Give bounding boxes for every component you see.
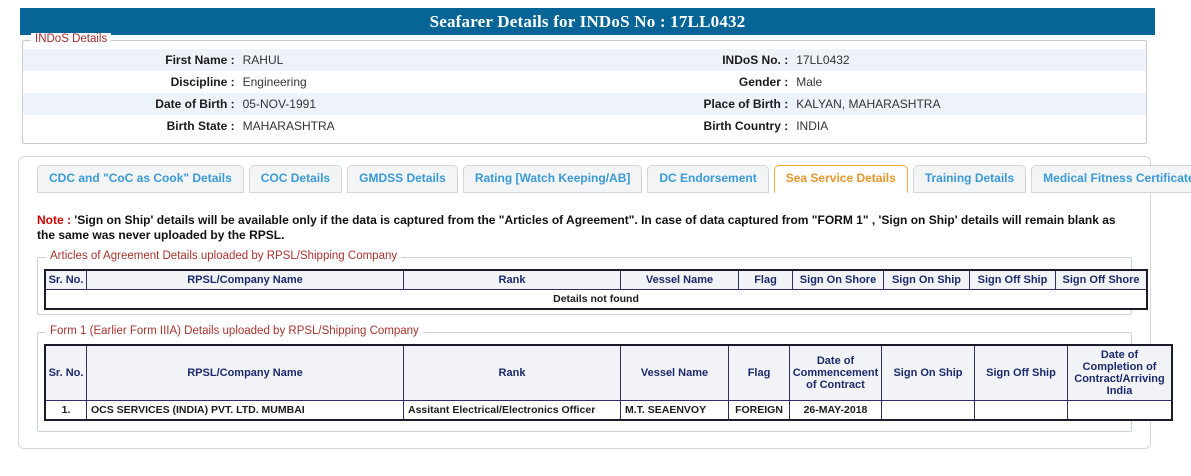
note-text: Note : 'Sign on Ship' details will be av… — [37, 213, 1132, 243]
table-row: Birth State : MAHARASHTRA Birth Country … — [23, 115, 1146, 137]
note-label: Note : — [37, 213, 71, 227]
tab-gmdss-details[interactable]: GMDSS Details — [347, 165, 458, 193]
page-title: Seafarer Details for INDoS No : 17LL0432 — [20, 8, 1155, 35]
cell-date-commencement: 26-MAY-2018 — [789, 400, 882, 421]
cell-sr-no: 1. — [44, 400, 87, 421]
place-of-birth-value: KALYAN, MAHARASHTRA — [792, 93, 1146, 115]
tab-coc-details[interactable]: COC Details — [248, 165, 343, 193]
col-vessel-name: Vessel Name — [620, 344, 729, 401]
articles-of-agreement-legend: Articles of Agreement Details uploaded b… — [46, 250, 402, 262]
col-rank: Rank — [403, 269, 621, 290]
articles-of-agreement-section: Articles of Agreement Details uploaded b… — [37, 250, 1148, 315]
col-date-of-commencement-of-contract: Date of Commencement of Contract — [789, 344, 882, 401]
discipline-value: Engineering — [238, 71, 592, 93]
col-rank: Rank — [403, 344, 621, 401]
tab-bar: CDC and "CoC as Cook" Details COC Detail… — [37, 165, 1191, 193]
cell-date-completion — [1067, 400, 1173, 421]
cell-sign-on-ship — [881, 400, 975, 421]
birth-state-value: MAHARASHTRA — [238, 115, 592, 137]
col-sign-off-shore: Sign Off Shore — [1055, 269, 1148, 290]
tab-rating-watch-keeping-ab[interactable]: Rating [Watch Keeping/AB] — [462, 165, 643, 193]
table-row: Discipline : Engineering Gender : Male — [23, 71, 1146, 93]
col-sign-on-ship: Sign On Ship — [883, 269, 970, 290]
col-sr-no: Sr. No. — [44, 269, 87, 290]
date-of-birth-label: Date of Birth : — [23, 93, 239, 115]
empty-message: Details not found — [44, 289, 1148, 310]
col-sign-on-ship: Sign On Ship — [881, 344, 975, 401]
indos-no-label: INDoS No. : — [591, 49, 793, 71]
birth-state-label: Birth State : — [23, 115, 239, 137]
col-sign-on-shore: Sign On Shore — [792, 269, 884, 290]
gender-value: Male — [792, 71, 1146, 93]
col-sign-off-ship: Sign Off Ship — [974, 344, 1068, 401]
table-header-row: Sr. No. RPSL/Company Name Rank Vessel Na… — [44, 269, 1148, 290]
indos-no-value: 17LL0432 — [792, 49, 1146, 71]
tab-dc-endorsement[interactable]: DC Endorsement — [647, 165, 769, 193]
cell-vessel-name: M.T. SEAENVOY — [620, 400, 729, 421]
tab-cdc-and-coc-as-cook-details[interactable]: CDC and "CoC as Cook" Details — [37, 165, 244, 193]
birth-country-label: Birth Country : — [591, 115, 793, 137]
col-flag: Flag — [728, 344, 790, 401]
form1-table: Sr. No. RPSL/Company Name Rank Vessel Na… — [44, 344, 1173, 421]
birth-country-value: INDIA — [792, 115, 1146, 137]
col-company-name: RPSL/Company Name — [86, 269, 404, 290]
col-company-name: RPSL/Company Name — [86, 344, 404, 401]
tab-content-panel: CDC and "CoC as Cook" Details COC Detail… — [18, 156, 1191, 449]
form1-legend: Form 1 (Earlier Form IIIA) Details uploa… — [46, 325, 423, 337]
tab-medical-fitness-certificate[interactable]: Medical Fitness Certificate — [1031, 165, 1191, 193]
col-date-of-completion: Date of Completion of Contract/Arriving … — [1067, 344, 1173, 401]
gender-label: Gender : — [591, 71, 793, 93]
col-sign-off-ship: Sign Off Ship — [969, 269, 1056, 290]
cell-flag: FOREIGN — [728, 400, 790, 421]
table-row: Date of Birth : 05-NOV-1991 Place of Bir… — [23, 93, 1146, 115]
indos-details-panel: INDoS Details First Name : RAHUL INDoS N… — [22, 33, 1147, 144]
table-row: Details not found — [44, 289, 1148, 310]
cell-rank: Assitant Electrical/Electronics Officer — [403, 400, 621, 421]
discipline-label: Discipline : — [23, 71, 239, 93]
table-header-row: Sr. No. RPSL/Company Name Rank Vessel Na… — [44, 344, 1173, 401]
cell-company-name: OCS SERVICES (INDIA) PVT. LTD. MUMBAI — [86, 400, 404, 421]
place-of-birth-label: Place of Birth : — [591, 93, 793, 115]
first-name-value: RAHUL — [238, 49, 592, 71]
first-name-label: First Name : — [23, 49, 239, 71]
indos-details-table: First Name : RAHUL INDoS No. : 17LL0432 … — [23, 49, 1146, 137]
col-flag: Flag — [738, 269, 793, 290]
articles-of-agreement-table: Sr. No. RPSL/Company Name Rank Vessel Na… — [44, 269, 1148, 310]
tab-training-details[interactable]: Training Details — [912, 165, 1027, 193]
table-row: 1. OCS SERVICES (INDIA) PVT. LTD. MUMBAI… — [44, 400, 1173, 421]
tab-sea-service-details[interactable]: Sea Service Details — [773, 165, 908, 193]
col-vessel-name: Vessel Name — [620, 269, 739, 290]
note-body: 'Sign on Ship' details will be available… — [37, 213, 1116, 242]
col-sr-no: Sr. No. — [44, 344, 87, 401]
form1-section: Form 1 (Earlier Form IIIA) Details uploa… — [37, 325, 1173, 432]
date-of-birth-value: 05-NOV-1991 — [238, 93, 592, 115]
cell-sign-off-ship — [974, 400, 1068, 421]
table-row: First Name : RAHUL INDoS No. : 17LL0432 — [23, 49, 1146, 71]
indos-details-legend: INDoS Details — [31, 33, 112, 45]
